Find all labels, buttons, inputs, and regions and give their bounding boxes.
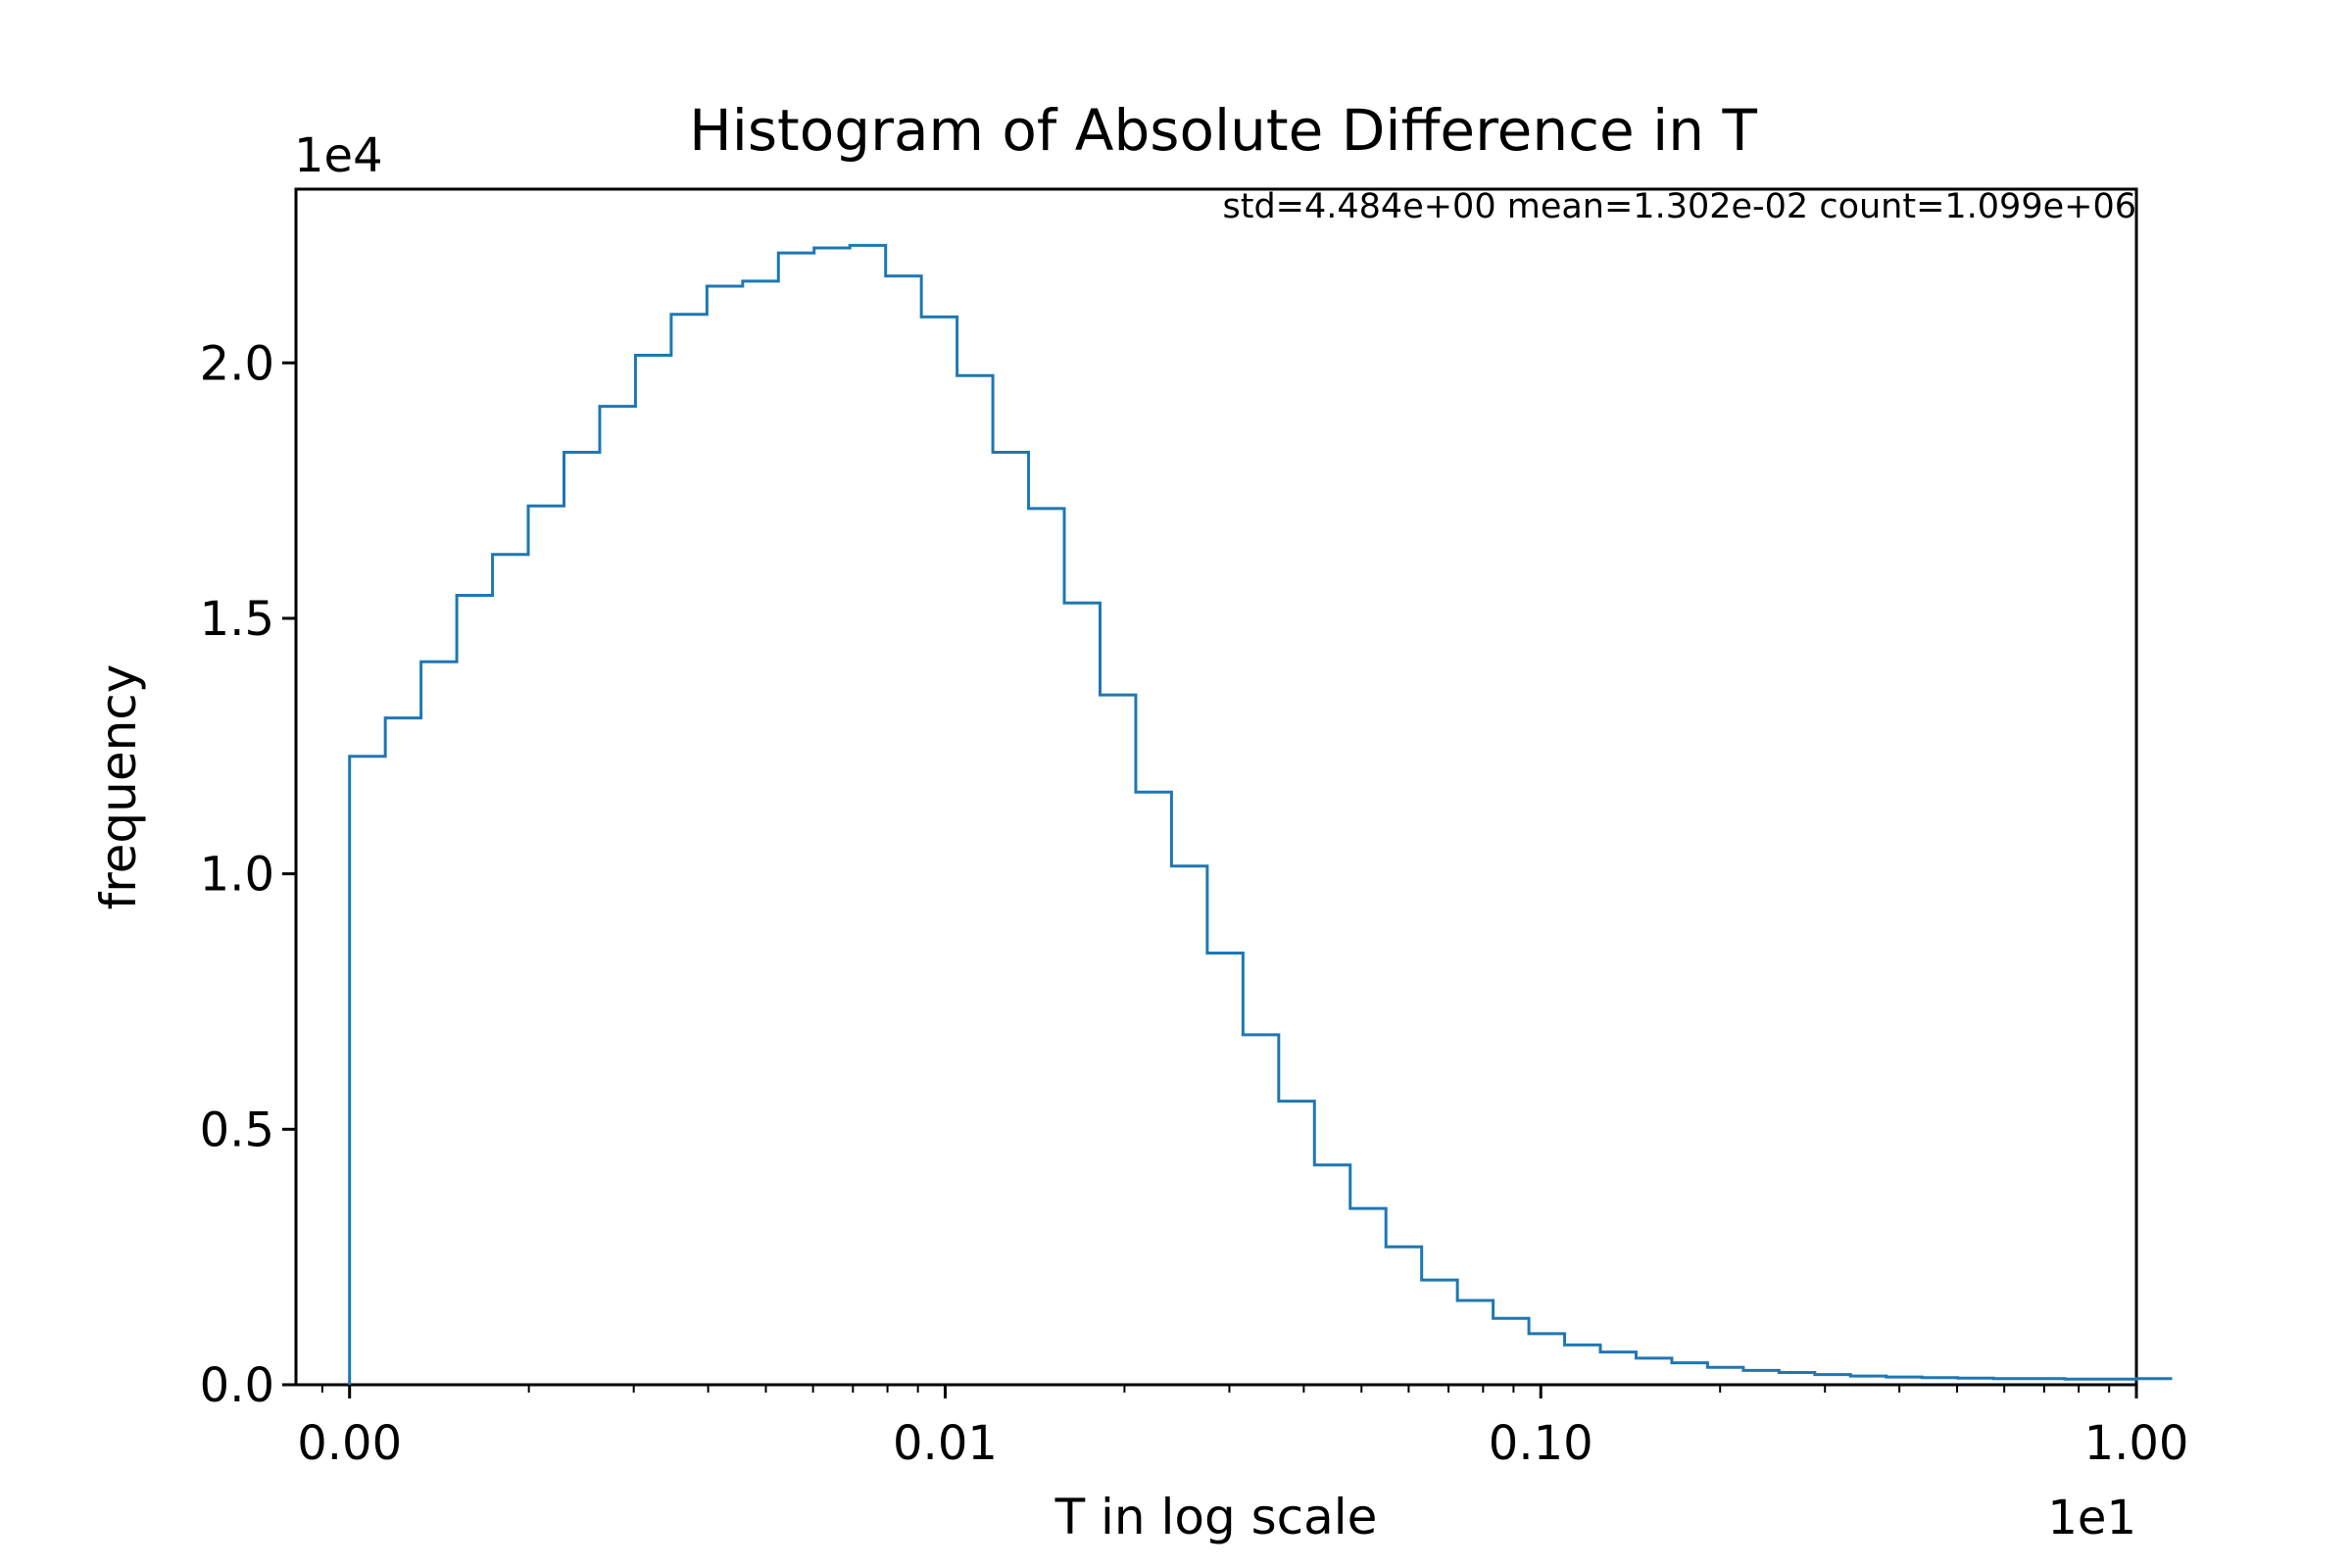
y-tick-label: 1.0 xyxy=(200,848,274,903)
histogram-series-line xyxy=(348,243,2173,1385)
x-offset-label: 1e1 xyxy=(2047,1491,2136,1545)
y-offset-label: 1e4 xyxy=(294,128,383,183)
x-tick-label: 1.00 xyxy=(2084,1416,2189,1471)
y-axis-label: frequency xyxy=(90,664,147,910)
chart-title: Histogram of Absolute Difference in T xyxy=(689,97,1757,164)
plot-area xyxy=(294,187,2138,1387)
x-tick-label: 0.01 xyxy=(893,1416,998,1471)
y-tick-label: 0.0 xyxy=(200,1358,274,1413)
x-axis: 0.00 0.01 0.10 1.00 xyxy=(297,1385,2188,1471)
y-axis: 0.0 0.5 1.0 1.5 2.0 xyxy=(200,336,296,1413)
stats-annotation: std=4.484e+00 mean=1.302e-02 count=1.099… xyxy=(1223,187,2137,226)
y-tick-label: 2.0 xyxy=(200,336,274,391)
y-tick-label: 0.5 xyxy=(200,1102,274,1157)
x-tick-label: 0.10 xyxy=(1489,1416,1593,1471)
x-tick-label: 0.00 xyxy=(297,1416,402,1471)
x-axis-label: T in log scale xyxy=(1054,1489,1378,1545)
y-tick-label: 1.5 xyxy=(200,592,274,647)
